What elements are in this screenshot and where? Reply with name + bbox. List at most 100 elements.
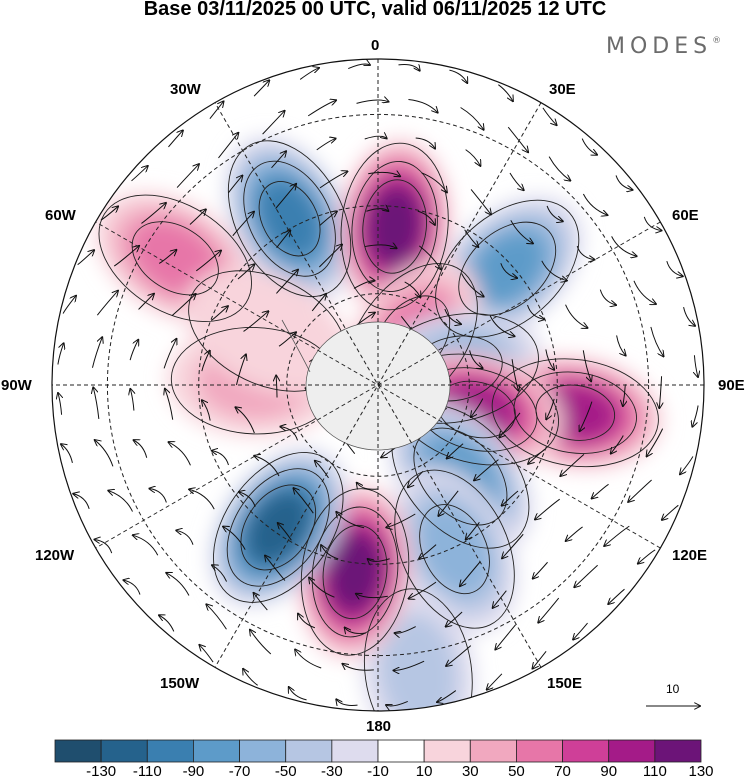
streamline-135 bbox=[176, 164, 199, 188]
streamline-16 bbox=[276, 376, 277, 398]
streamline-118 bbox=[538, 597, 560, 623]
anomaly-2-level-3 bbox=[468, 231, 547, 307]
streamline-90 bbox=[446, 611, 463, 627]
streamline-72 bbox=[165, 389, 174, 420]
colorbar-swatch-4 bbox=[239, 739, 287, 763]
streamline-28 bbox=[293, 488, 314, 514]
streamline-92 bbox=[345, 628, 367, 634]
colorbar-label-9: 50 bbox=[508, 763, 525, 780]
anomaly-0-level-4 bbox=[257, 179, 322, 258]
streamline-31 bbox=[236, 354, 245, 386]
streamline-37 bbox=[461, 273, 484, 296]
streamline-186 bbox=[692, 405, 699, 426]
streamline-132 bbox=[96, 291, 118, 316]
streamline-96 bbox=[176, 530, 194, 545]
streamline-48 bbox=[212, 451, 229, 466]
streamline-21 bbox=[489, 315, 514, 337]
streamline-171 bbox=[168, 130, 182, 148]
contour-1-2 bbox=[351, 161, 438, 292]
streamline-88 bbox=[533, 561, 548, 578]
streamline-109 bbox=[465, 149, 481, 166]
streamline-149 bbox=[647, 428, 664, 457]
contour-5-4 bbox=[535, 384, 616, 441]
colorbar-swatch-13 bbox=[654, 739, 702, 763]
streamline-54 bbox=[319, 211, 337, 226]
streamline-134 bbox=[141, 203, 166, 224]
streamline-144 bbox=[582, 193, 607, 215]
streamline-142 bbox=[507, 126, 528, 152]
streamline-168 bbox=[77, 250, 94, 266]
streamline-139 bbox=[356, 100, 389, 104]
streamline-155 bbox=[386, 700, 408, 706]
streamline-61 bbox=[560, 454, 585, 476]
streamline-67 bbox=[309, 578, 335, 598]
streamline-80 bbox=[421, 172, 447, 193]
streamline-22 bbox=[511, 359, 518, 390]
streamline-27 bbox=[336, 512, 365, 529]
streamline-47 bbox=[239, 492, 256, 507]
streamline-126 bbox=[166, 573, 190, 596]
contour-10-4 bbox=[322, 524, 388, 620]
streamline-58 bbox=[500, 263, 517, 278]
streamline-185 bbox=[694, 355, 698, 377]
contour-5-2 bbox=[513, 371, 637, 454]
streamline-190 bbox=[608, 588, 625, 604]
streamline-113 bbox=[599, 289, 616, 305]
streamline-55 bbox=[366, 209, 388, 212]
streamline-127 bbox=[133, 535, 159, 556]
streamline-170 bbox=[131, 166, 148, 182]
streamline-19 bbox=[353, 281, 375, 289]
contour-2-0 bbox=[435, 199, 580, 338]
streamline-11 bbox=[447, 443, 464, 459]
streamline-34 bbox=[318, 244, 342, 268]
contour-8-0 bbox=[394, 469, 515, 629]
streamline-166 bbox=[57, 343, 64, 365]
streamline-98 bbox=[134, 440, 148, 458]
streamline-23 bbox=[499, 412, 521, 437]
streamline-183 bbox=[666, 260, 683, 276]
anomaly-8-level-2 bbox=[417, 502, 492, 597]
anomaly-10-level-5 bbox=[327, 532, 383, 612]
streamline-79 bbox=[368, 172, 400, 176]
streamline-94 bbox=[254, 593, 268, 611]
streamline-83 bbox=[541, 260, 567, 281]
streamline-120 bbox=[446, 645, 472, 666]
streamline-25 bbox=[438, 490, 459, 516]
streamline-60 bbox=[580, 401, 593, 432]
streamline-104 bbox=[228, 176, 242, 193]
colorbar-swatch-12 bbox=[608, 739, 656, 763]
graticule bbox=[52, 59, 704, 711]
streamline-10 bbox=[471, 398, 484, 418]
colorbar-swatch-0 bbox=[54, 739, 102, 763]
streamline-141 bbox=[460, 107, 484, 130]
streamline-110 bbox=[509, 172, 524, 190]
streamline-29 bbox=[254, 456, 280, 477]
contour-5-0 bbox=[491, 358, 659, 468]
streamline-157 bbox=[289, 687, 307, 701]
streamline-184 bbox=[683, 307, 695, 326]
streamline-187 bbox=[680, 456, 694, 474]
streamline-151 bbox=[604, 525, 630, 546]
streamline-42 bbox=[466, 521, 480, 539]
streamline-71 bbox=[168, 442, 191, 466]
streamline-69 bbox=[223, 527, 246, 550]
streamline-18 bbox=[311, 294, 326, 312]
streamline-70 bbox=[189, 489, 215, 510]
streamline-158 bbox=[243, 669, 258, 686]
streamline-105 bbox=[271, 151, 287, 169]
streamline-35 bbox=[364, 245, 397, 248]
streamline-49 bbox=[202, 400, 211, 421]
streamline-176 bbox=[398, 65, 419, 71]
contour-0-2 bbox=[243, 160, 336, 277]
streamline-156 bbox=[336, 699, 358, 705]
streamline-57 bbox=[464, 229, 479, 247]
streamline-169 bbox=[100, 206, 118, 221]
streamline-53 bbox=[276, 230, 291, 249]
streamline-188 bbox=[662, 504, 679, 520]
streamline-138 bbox=[307, 100, 336, 117]
streamline-177 bbox=[449, 69, 467, 83]
anomaly-1-level-5 bbox=[366, 186, 423, 267]
streamline-163 bbox=[73, 494, 90, 510]
streamline-50 bbox=[201, 351, 210, 372]
streamline-97 bbox=[149, 489, 167, 503]
